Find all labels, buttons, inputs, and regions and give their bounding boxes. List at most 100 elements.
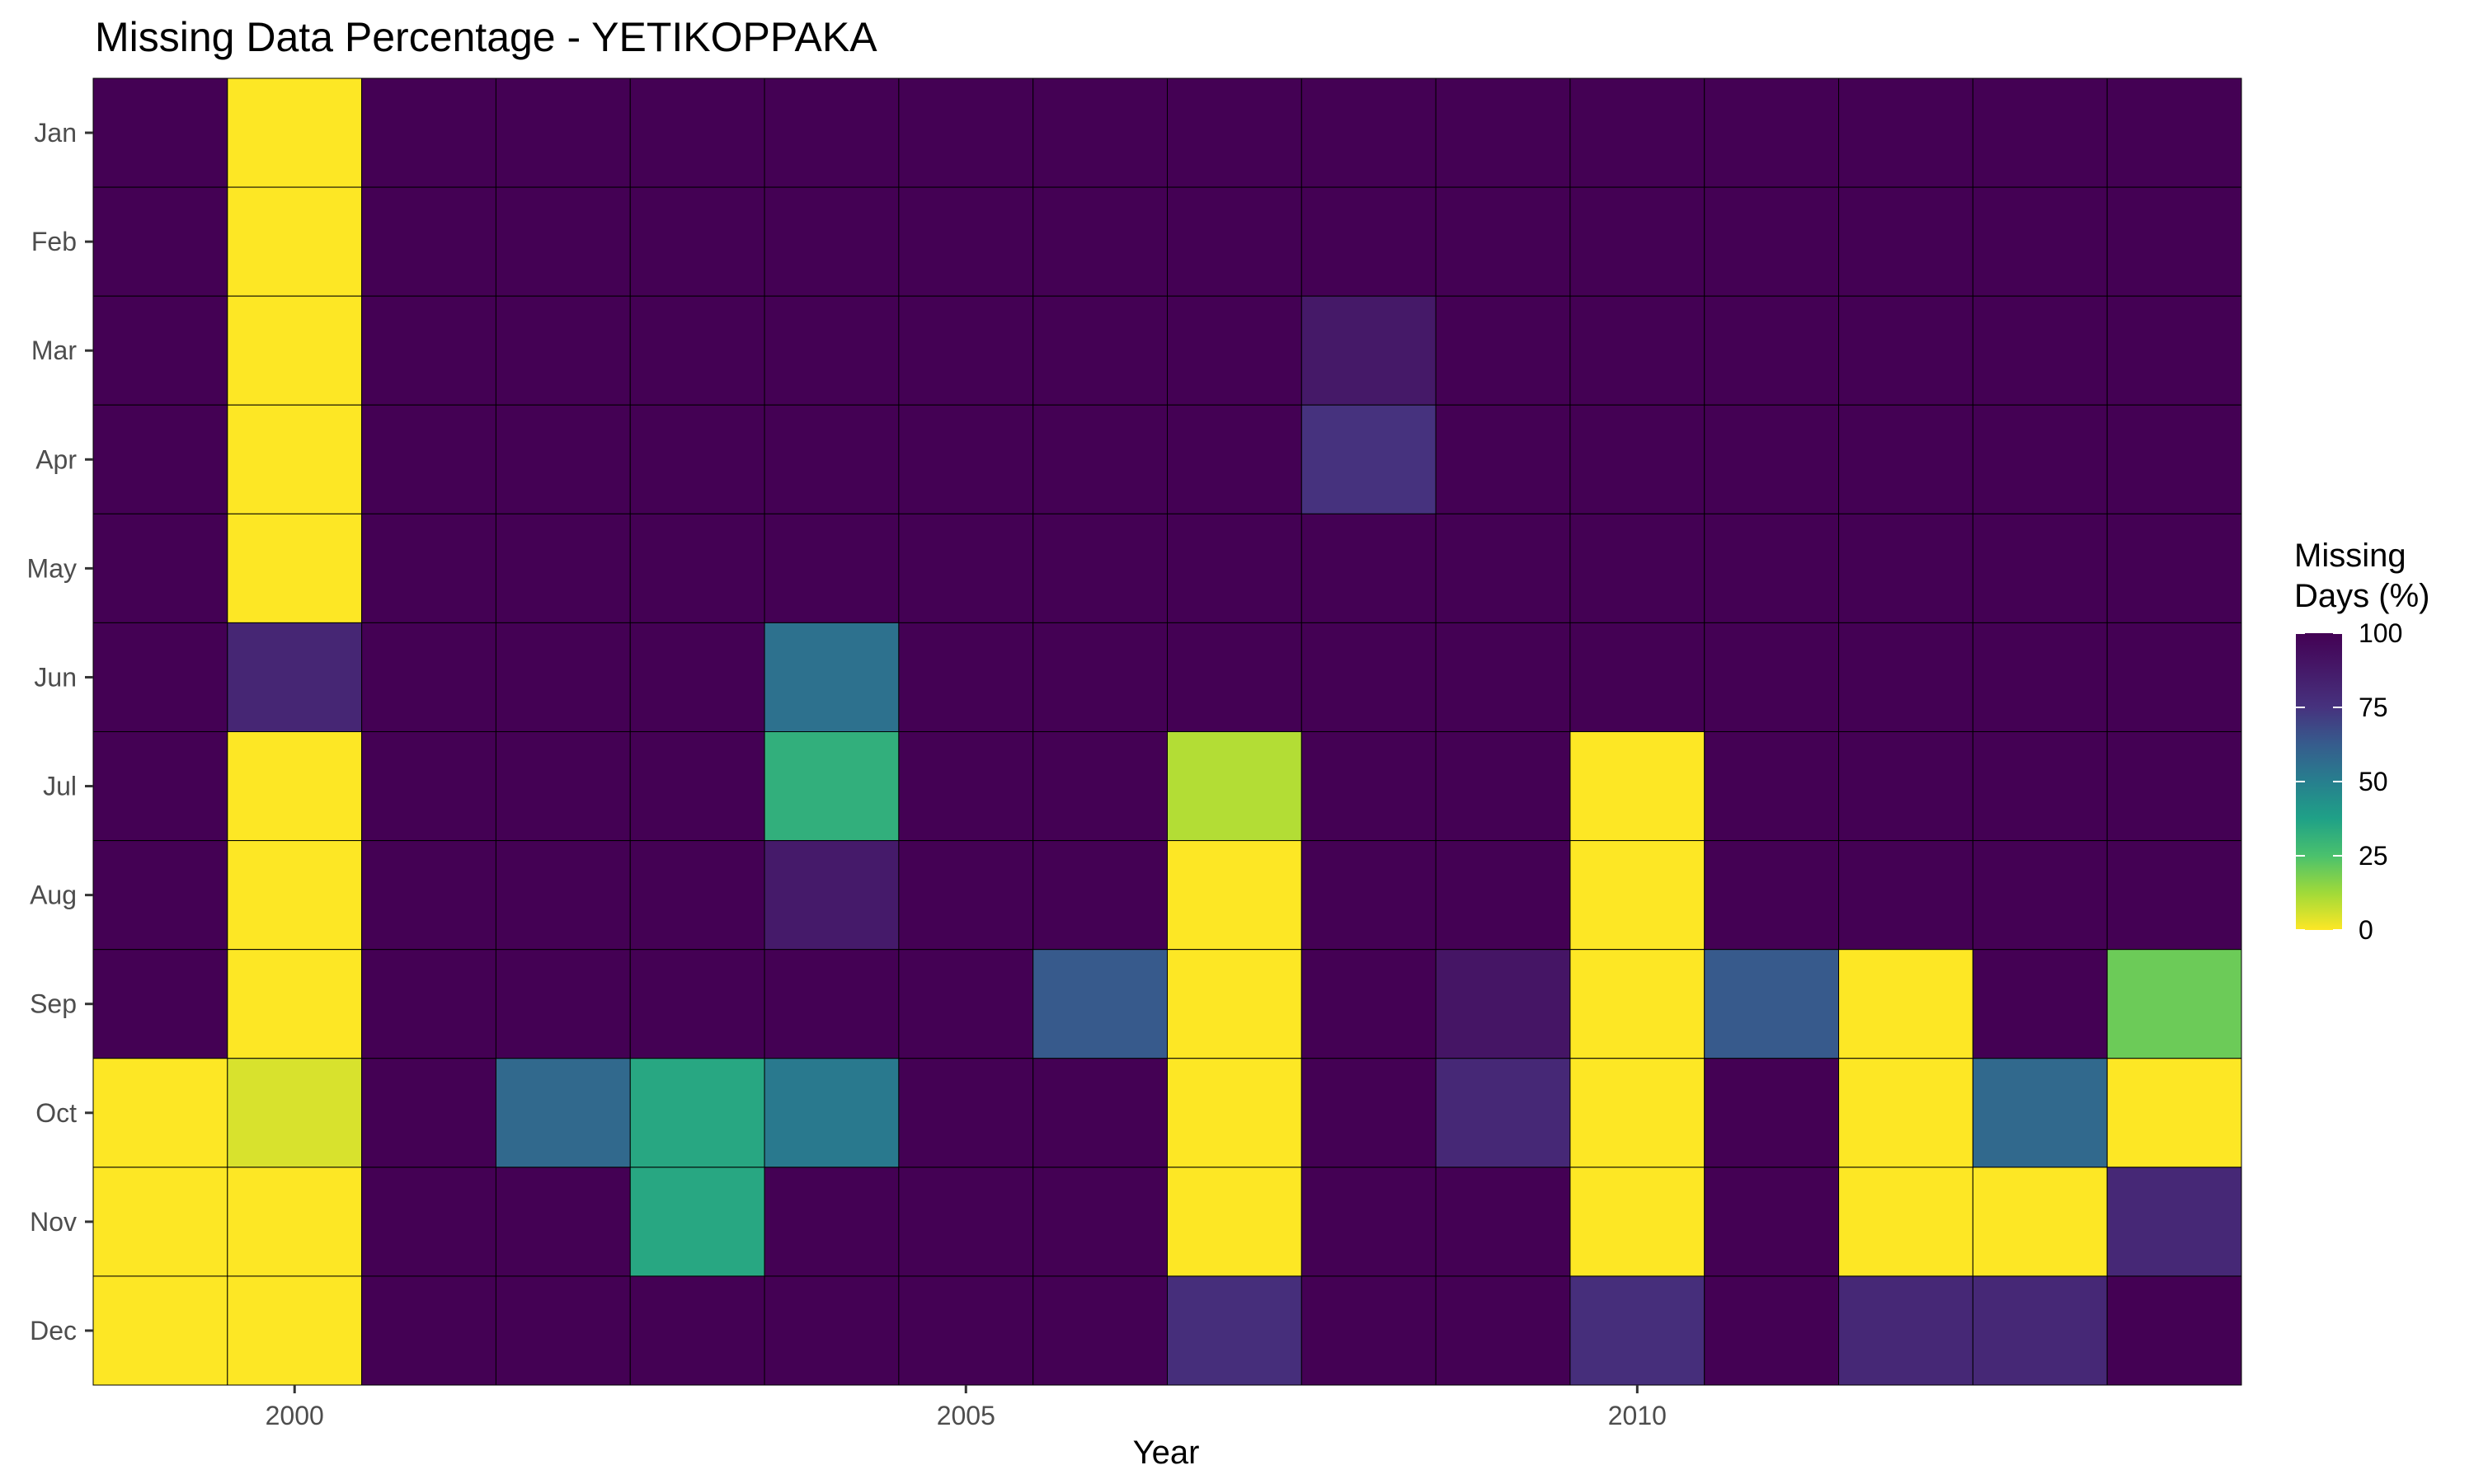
heatmap-cell — [495, 186, 631, 297]
heatmap-cell — [495, 404, 631, 514]
heatmap-cell — [92, 1167, 228, 1277]
heatmap-cell — [2106, 404, 2242, 514]
heatmap-cell — [1300, 1275, 1437, 1386]
heatmap-cell — [1167, 949, 1302, 1059]
heatmap-cell — [1838, 404, 1973, 514]
heatmap-cell — [629, 622, 765, 733]
y-tick-label: Aug — [30, 881, 77, 910]
heatmap-cells — [92, 77, 2242, 1386]
heatmap-cell — [2106, 1275, 2242, 1386]
heatmap-cell — [1569, 513, 1705, 623]
heatmap-cell — [1032, 622, 1168, 733]
heatmap-cell — [2106, 1058, 2242, 1168]
heatmap-cell — [92, 77, 228, 188]
heatmap-cell — [629, 840, 765, 951]
heatmap-cell — [2106, 840, 2242, 951]
heatmap-cell — [1032, 513, 1168, 623]
heatmap-cell — [1032, 77, 1168, 188]
heatmap-cell — [1435, 186, 1571, 297]
heatmap-cell — [898, 404, 1034, 514]
heatmap-cell — [629, 77, 765, 188]
heatmap-cell — [1032, 404, 1168, 514]
heatmap-cell — [1704, 840, 1840, 951]
y-tick-label: Dec — [30, 1316, 77, 1345]
heatmap-cell — [1167, 186, 1302, 297]
heatmap-cell — [1167, 1058, 1302, 1168]
heatmap-cell — [1032, 731, 1168, 842]
heatmap-cell — [1972, 622, 2108, 733]
heatmap-cell — [1838, 840, 1973, 951]
heatmap-cell — [1972, 840, 2108, 951]
colorbar-tick-label: 100 — [2359, 618, 2402, 648]
heatmap-cell — [1300, 1058, 1437, 1168]
y-tick-label: Jan — [34, 118, 77, 148]
heatmap-cell — [1167, 404, 1302, 514]
heatmap-cell — [1435, 77, 1571, 188]
heatmap-cell — [1838, 949, 1973, 1059]
heatmap-cell — [629, 295, 765, 406]
heatmap-cell — [1569, 840, 1705, 951]
heatmap-cell — [495, 1167, 631, 1277]
colorbar-tick-label: 50 — [2359, 767, 2388, 796]
heatmap-cell — [1167, 731, 1302, 842]
heatmap-cell — [1972, 1275, 2108, 1386]
colorbar: Missing Days (%) 0 25 50 75 100 — [2294, 538, 2429, 945]
heatmap-cell — [1704, 731, 1840, 842]
heatmap-cell — [1569, 622, 1705, 733]
heatmap-cell — [227, 295, 363, 406]
heatmap-cell — [764, 404, 900, 514]
y-tick-label: Apr — [35, 444, 77, 474]
heatmap-cell — [2106, 186, 2242, 297]
heatmap-cell — [92, 295, 228, 406]
colorbar-tick-label: 0 — [2359, 915, 2373, 945]
heatmap-cell — [1704, 622, 1840, 733]
heatmap-cell — [1972, 731, 2108, 842]
heatmap-cell — [1838, 1167, 1973, 1277]
heatmap-cell — [2106, 1167, 2242, 1277]
heatmap-cell — [1972, 404, 2108, 514]
heatmap-cell — [1032, 949, 1168, 1059]
heatmap-cell — [1569, 77, 1705, 188]
heatmap-cell — [629, 949, 765, 1059]
heatmap-cell — [764, 1058, 900, 1168]
heatmap-cell — [1032, 1058, 1168, 1168]
heatmap-cell — [898, 77, 1034, 188]
heatmap-cell — [764, 1167, 900, 1277]
heatmap-cell — [495, 731, 631, 842]
heatmap-cell — [1569, 186, 1705, 297]
y-tick-label: May — [27, 553, 77, 583]
y-tick-label: Jun — [34, 662, 77, 692]
y-tick-label: Mar — [31, 336, 77, 365]
heatmap-cell — [898, 622, 1034, 733]
heatmap-cell — [1435, 1058, 1571, 1168]
heatmap-cell — [1972, 1058, 2108, 1168]
heatmap-cell — [1972, 186, 2108, 297]
heatmap-cell — [1300, 840, 1437, 951]
heatmap-cell — [495, 840, 631, 951]
heatmap-cell — [361, 77, 496, 188]
heatmap-cell — [227, 1275, 363, 1386]
heatmap-cell — [898, 513, 1034, 623]
heatmap-cell — [1032, 1275, 1168, 1386]
colorbar-title-line-1: Missing — [2294, 538, 2406, 574]
heatmap-cell — [629, 1058, 765, 1168]
heatmap-cell — [227, 513, 363, 623]
heatmap-cell — [1435, 513, 1571, 623]
heatmap-cell — [2106, 731, 2242, 842]
heatmap-cell — [898, 1275, 1034, 1386]
heatmap-cell — [898, 295, 1034, 406]
heatmap-cell — [1167, 77, 1302, 188]
heatmap-cell — [1704, 295, 1840, 406]
heatmap-cell — [1838, 77, 1973, 188]
heatmap-cell — [1838, 1058, 1973, 1168]
heatmap-cell — [1972, 295, 2108, 406]
x-tick-label: 2000 — [266, 1401, 324, 1430]
heatmap-cell — [361, 513, 496, 623]
heatmap-cell — [1167, 1167, 1302, 1277]
heatmap-cell — [1167, 295, 1302, 406]
heatmap-cell — [1167, 1275, 1302, 1386]
heatmap-cell — [1704, 513, 1840, 623]
heatmap-cell — [1972, 513, 2108, 623]
heatmap-cell — [1032, 1167, 1168, 1277]
heatmap-cell — [92, 840, 228, 951]
